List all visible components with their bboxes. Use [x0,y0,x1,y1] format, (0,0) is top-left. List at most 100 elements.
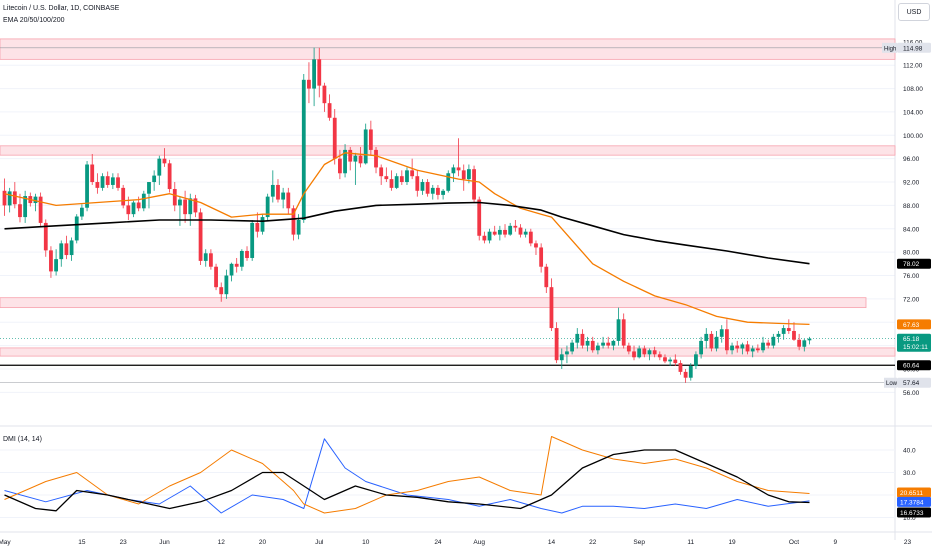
candle-body [725,329,729,351]
candle-body [43,222,48,251]
low-label-bg [884,377,897,388]
candle-body [74,216,79,241]
time-tick-label: Oct [789,539,799,546]
candle-body [699,340,703,355]
candle-body [441,190,445,195]
candle-body [291,208,296,235]
candle-body [157,158,162,176]
candle-body [281,192,286,200]
plus-di-badge: 17.3784 [900,499,924,506]
candle-body [590,340,595,351]
candle-body [265,196,270,218]
candle-body [100,176,105,188]
candle-body [131,202,136,215]
candle-body [446,173,451,191]
time-tick-label: Sep [633,539,645,546]
candlestick-series [2,47,812,383]
candle-body [399,176,404,183]
candle-body [694,354,698,367]
resistance-zone [0,347,896,357]
time-tick-label: 23 [120,539,128,546]
candle-body [307,79,311,89]
candle-body [167,163,172,190]
candle-body [714,336,719,349]
candle-body [121,187,126,206]
time-tick-label: 10 [362,539,370,546]
price-tick-label: 92.00 [903,180,920,187]
candle-body [312,59,316,89]
candle-body [405,170,409,183]
candle-body [224,275,229,295]
candle-body [317,59,322,86]
candle-body [611,340,616,346]
low-value-badge-bg [897,377,931,388]
candle-body [353,155,358,162]
candle-body [487,231,492,241]
price-tick-label: 96.00 [903,156,920,163]
candle-body [410,170,415,177]
candle-body [766,342,771,346]
candle-body [596,345,600,351]
candle-body [549,287,554,329]
dmi-legend[interactable]: DMI (14, 14) [3,436,42,443]
high-label: High [884,46,896,52]
dmi-tick-label: 30.0 [903,470,916,477]
candle-body [575,333,580,343]
candle-body [270,184,275,197]
resistance-zone [0,38,896,60]
candle-body [730,345,734,351]
candle-body [482,235,487,241]
candle-body [802,340,807,347]
currency-button[interactable]: USD [898,3,930,21]
candle-body [260,217,265,232]
candle-body [467,169,471,180]
ema-legend[interactable]: EMA 20/50/100/200 [3,17,65,24]
ema100-badge-bg [897,258,931,269]
chart-title[interactable]: Litecoin / U.S. Dollar, 1D, COINBASE [3,5,120,12]
candle-body [786,328,791,331]
candle-body [69,240,74,256]
candle-body [606,342,611,346]
price-tick-label: 100.00 [903,133,923,140]
candle-body [652,350,657,355]
time-tick-label: 24 [434,539,442,546]
adx-badge-bg [897,507,931,518]
candle-body [286,192,291,209]
candle-body [425,182,430,194]
candle-body [147,182,151,194]
candle-body [518,227,523,235]
candle-body [461,170,466,180]
candle-body [735,345,740,349]
candle-body [64,243,69,256]
time-tick-label: Jul [315,539,324,546]
price-tick-label: 108.00 [903,86,923,93]
candle-body [776,333,781,337]
candle-body [559,354,564,361]
price-tick-label: 104.00 [903,109,923,116]
candle-body [451,167,456,174]
candle-body [492,231,497,235]
candle-body [250,222,255,258]
candle-body [755,348,760,351]
time-tick-label: 12 [218,539,226,546]
candle-body [637,348,642,358]
candle-body [126,205,131,215]
candle-body [338,158,342,174]
candle-body [740,344,745,349]
candle-body [797,339,802,347]
low-value-badge: 57.64 [903,380,920,387]
candle-body [23,196,28,218]
candle-body [554,328,559,361]
candle-body [152,175,157,183]
time-tick-label: Jun [159,539,170,546]
candle-body [178,199,182,206]
candle-body [544,266,549,288]
candle-body [49,250,53,272]
candle-body [245,250,249,258]
candle-body [523,231,528,235]
candle-body [214,266,218,288]
candle-body [704,333,709,341]
candle-body [384,176,389,180]
adx-line [4,449,810,512]
